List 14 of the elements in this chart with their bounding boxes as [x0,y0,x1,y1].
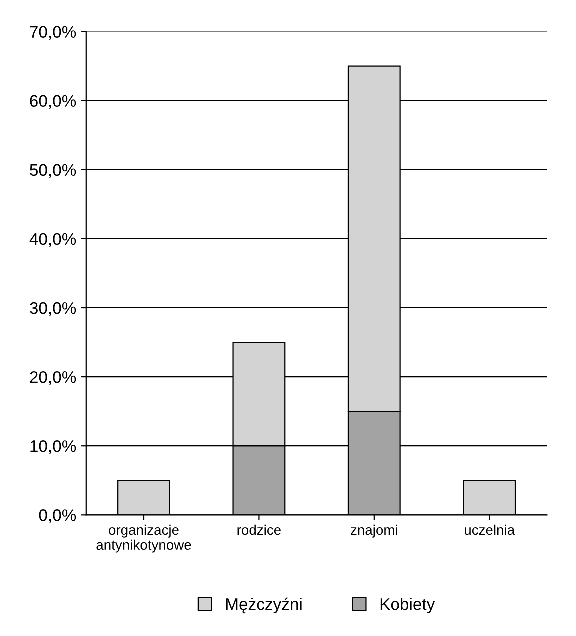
y-tick-label: 60,0% [30,95,76,110]
legend-label: Mężczyźni [226,598,302,614]
x-tick-label: znajomi [351,524,398,538]
x-tick-label: organizacje antynikotynowe [96,524,192,553]
y-tick-label: 70,0% [30,26,76,40]
legend-label: Kobiety [380,598,436,614]
y-tick-label: 10,0% [30,440,76,454]
y-tick-label: 20,0% [30,371,76,386]
y-tick-label: 50,0% [30,164,76,178]
y-tick-label: 40,0% [30,233,76,248]
y-tick-label: 0,0% [39,510,76,524]
x-tick-label: uczelnia [465,524,516,536]
y-tick-label: 30,0% [30,302,76,316]
x-tick-label: rodzice [238,524,281,536]
